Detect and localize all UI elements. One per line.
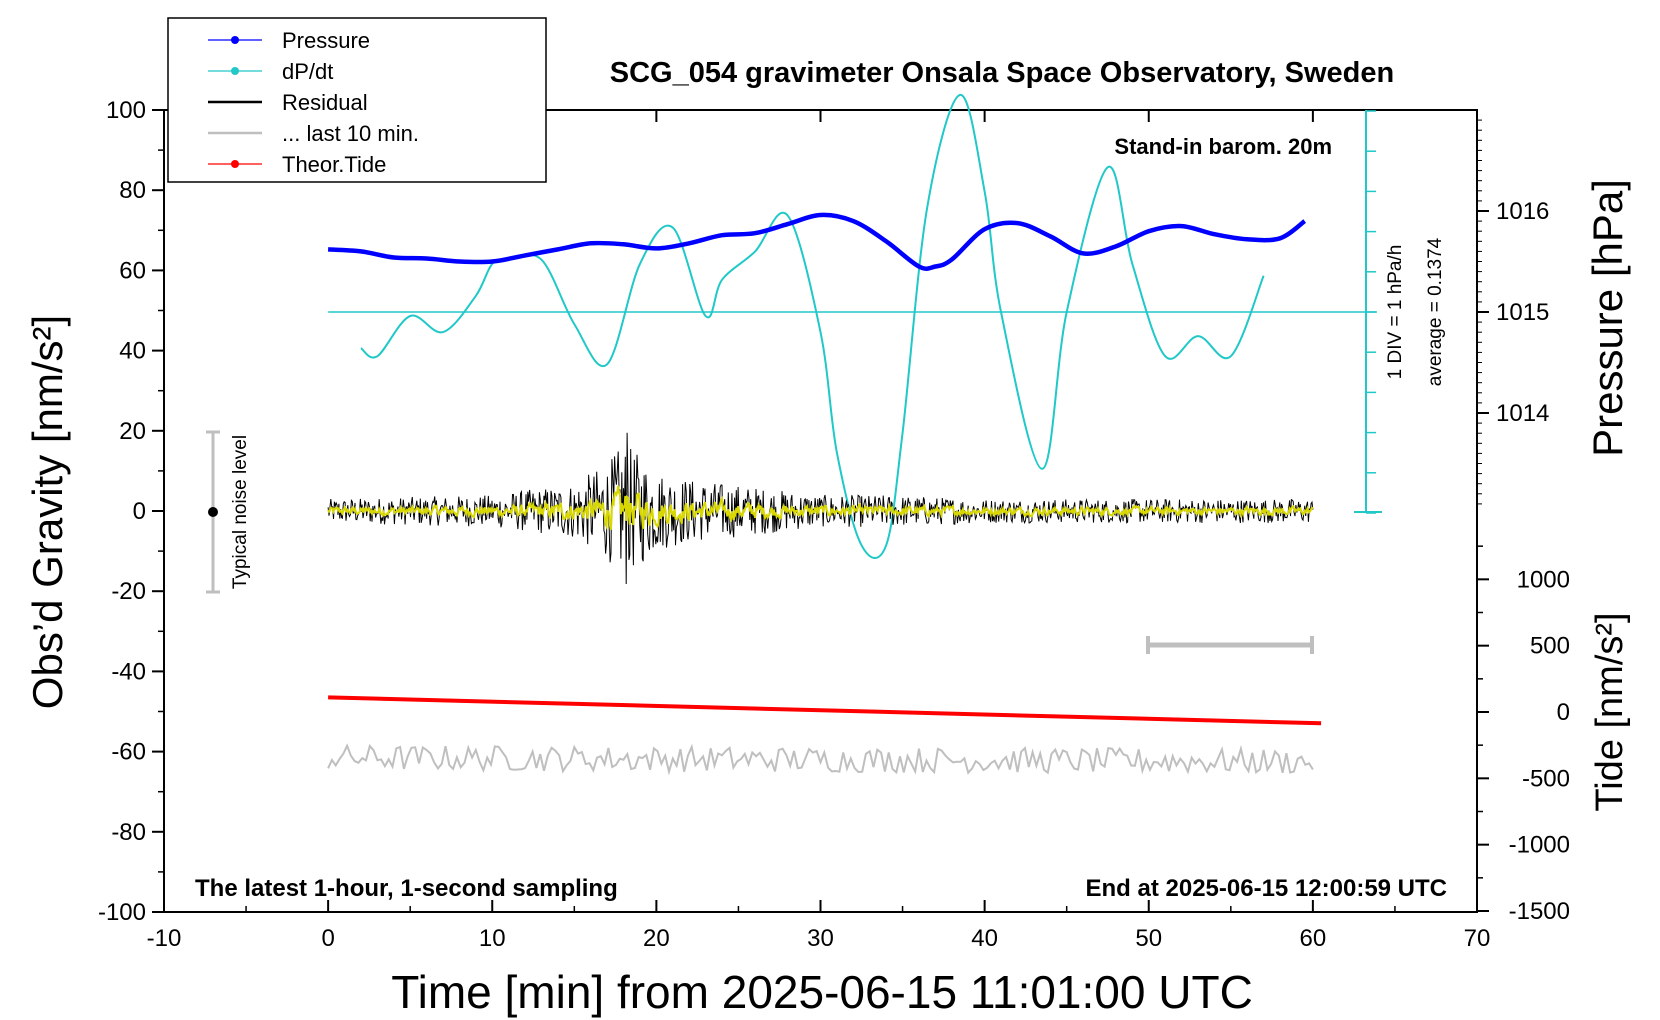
y-tick-label: 60 [119, 257, 146, 284]
legend-label: Pressure [282, 28, 370, 53]
x-tick-label: 40 [971, 925, 998, 952]
legend-label: ... last 10 min. [282, 121, 419, 146]
legend-label: Residual [282, 90, 368, 115]
y-axis-left-title: Obs’d Gravity [nm/s²] [24, 315, 71, 709]
tide-tick-label: 0 [1557, 699, 1570, 726]
x-axis-title: Time [min] from 2025-06-15 11:01:00 UTC [391, 966, 1253, 1018]
y-tick-label: -100 [98, 899, 146, 926]
y-tick-label: 0 [133, 498, 146, 525]
residual-filtered-line [327, 485, 1314, 531]
legend-marker [231, 67, 239, 75]
div-scale-label: 1 DIV = 1 hPa/h [1385, 245, 1406, 380]
ten-minute-scale-bar [1146, 636, 1314, 654]
x-tick-label: 50 [1135, 925, 1162, 952]
dpdt-div-scale [1354, 110, 1382, 514]
noise-label: Typical noise level [230, 435, 251, 589]
pressure-tick-label: 1014 [1496, 400, 1549, 427]
x-axis-ticks: -10 0 10 20 30 40 50 60 70 [147, 110, 1491, 952]
y-tick-label: -60 [111, 739, 146, 766]
bottom-right-note: End at 2025-06-15 12:00:59 UTC [1086, 875, 1448, 902]
y-tick-label: 100 [106, 97, 146, 124]
legend: Pressure dP/dt Residual ... last 10 min. The… [167, 17, 547, 183]
x-tick-label: -10 [147, 925, 182, 952]
tide-axis-ticks: 1000 500 0 -500 -1000 -1500 [1477, 545, 1570, 925]
x-tick-label: 10 [479, 925, 506, 952]
y-tick-label: -20 [111, 578, 146, 605]
tide-tick-label: -1500 [1509, 898, 1570, 925]
stand-in-barometer-label: Stand-in barom. 20m [1114, 134, 1332, 159]
noise-level-indicator: Typical noise level [206, 430, 251, 594]
pressure-axis-title: Pressure [hPa] [1584, 179, 1631, 457]
legend-box [167, 17, 547, 183]
pressure-line [327, 212, 1307, 271]
chart-title: SCG_054 gravimeter Onsala Space Observat… [610, 57, 1394, 89]
last-10-min-line [327, 743, 1314, 776]
theoretical-tide-line [328, 695, 1322, 726]
x-tick-label: 30 [807, 925, 834, 952]
y-tick-label: 80 [119, 177, 146, 204]
tide-tick-label: -500 [1522, 765, 1570, 792]
noise-center-dot [208, 507, 218, 517]
average-label: average = 0.1374 [1425, 237, 1446, 386]
tide-tick-label: -1000 [1509, 832, 1570, 859]
pressure-tick-label: 1015 [1496, 299, 1549, 326]
tide-tick-label: 500 [1530, 633, 1570, 660]
legend-marker [231, 36, 239, 44]
legend-label: Theor.Tide [282, 152, 386, 177]
y-axis-left-ticks: 100 80 60 40 20 0 -20 -40 -60 -80 -100 [98, 97, 164, 926]
tide-tick-label: 1000 [1517, 566, 1570, 593]
bottom-left-note: The latest 1-hour, 1-second sampling [195, 875, 618, 902]
series-lines [327, 93, 1377, 776]
x-tick-label: 0 [321, 925, 334, 952]
pressure-axis-ticks: 1016 1015 1014 [1477, 119, 1549, 505]
legend-marker [231, 160, 239, 168]
x-tick-label: 60 [1300, 925, 1327, 952]
tide-axis-title: Tide [nm/s²] [1589, 612, 1631, 811]
y-tick-label: -80 [111, 819, 146, 846]
y-tick-label: 40 [119, 338, 146, 365]
pressure-tick-label: 1016 [1496, 198, 1549, 225]
y-tick-label: -40 [111, 658, 146, 685]
x-tick-label: 70 [1464, 925, 1491, 952]
legend-label: dP/dt [282, 59, 333, 84]
x-tick-label: 20 [643, 925, 670, 952]
y-tick-label: 20 [119, 418, 146, 445]
